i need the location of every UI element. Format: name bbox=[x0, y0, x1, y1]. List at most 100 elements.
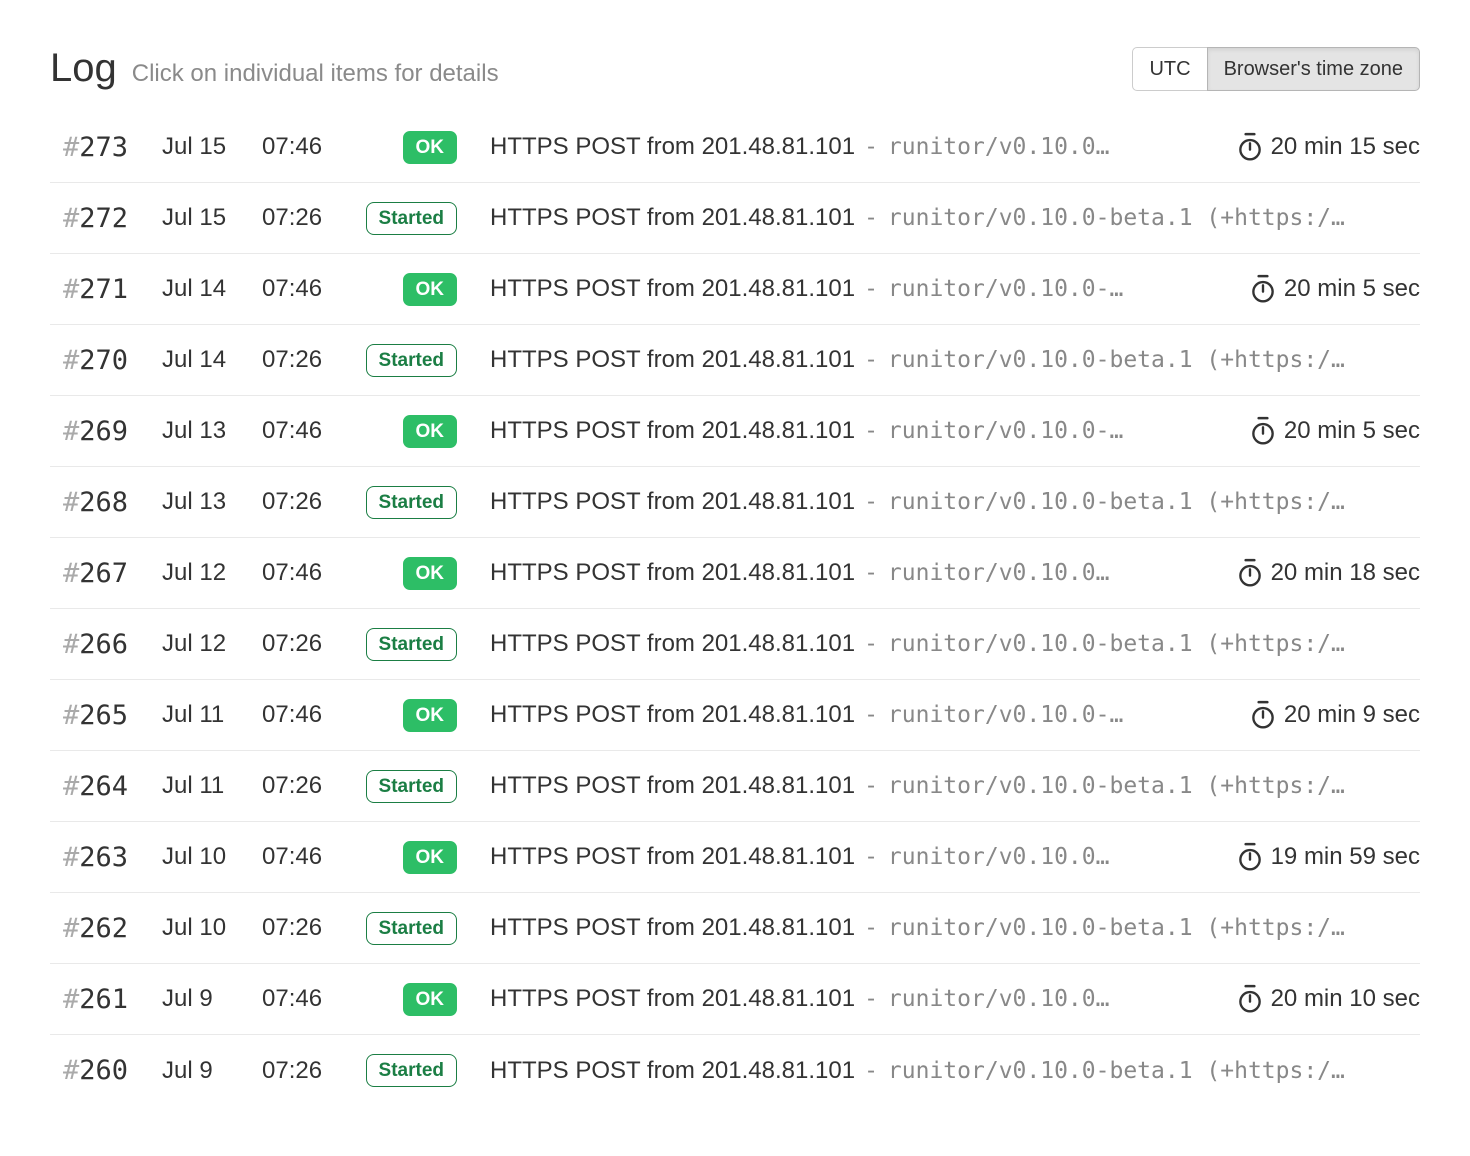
title-block: Log Click on individual items for detail… bbox=[50, 46, 499, 91]
event-time: 07:26 bbox=[262, 772, 323, 799]
event-number: #260 bbox=[50, 1055, 162, 1086]
log-row[interactable]: #261 Jul 9 07:46 OK HTTPS POST from 201.… bbox=[50, 964, 1420, 1035]
event-number-value: 271 bbox=[79, 273, 129, 305]
event-time: 07:46 bbox=[262, 701, 323, 728]
event-date: Jul 12 bbox=[162, 559, 227, 586]
user-agent-text: runitor/v0.10.0-beta.1 (+https:/… bbox=[887, 347, 1345, 373]
duration-cell: 19 min 59 sec bbox=[1237, 842, 1420, 872]
duration-text: 19 min 59 sec bbox=[1270, 843, 1420, 870]
event-description: HTTPS POST from 201.48.81.101- runitor/v0… bbox=[457, 275, 1232, 303]
status-badge: Started bbox=[365, 201, 457, 235]
log-row[interactable]: #268 Jul 13 07:26 Started HTTPS POST fro… bbox=[50, 467, 1420, 538]
event-text: HTTPS POST from 201.48.81.101 bbox=[490, 488, 856, 515]
event-time: 07:26 bbox=[262, 1056, 323, 1084]
hash-prefix: # bbox=[63, 415, 80, 447]
event-text: HTTPS POST from 201.48.81.101 bbox=[490, 275, 856, 302]
user-agent-text: runitor/v0.10.0-… bbox=[887, 418, 1124, 444]
browser-timezone-button[interactable]: Browser's time zone bbox=[1206, 46, 1420, 91]
log-row[interactable]: #264 Jul 11 07:26 Started HTTPS POST fro… bbox=[50, 751, 1420, 822]
event-number: #266 bbox=[50, 629, 162, 660]
user-agent-text: runitor/v0.10.0… bbox=[887, 134, 1110, 160]
event-number: #271 bbox=[50, 274, 162, 305]
user-agent-text: runitor/v0.10.0-beta.1 (+https:/… bbox=[887, 205, 1345, 231]
utc-button[interactable]: UTC bbox=[1132, 46, 1208, 91]
event-text: HTTPS POST from 201.48.81.101 bbox=[490, 985, 856, 1012]
log-row[interactable]: #273 Jul 15 07:46 OK HTTPS POST from 201… bbox=[50, 112, 1420, 183]
description-separator: - bbox=[864, 773, 878, 799]
event-number-value: 267 bbox=[79, 557, 129, 589]
log-row[interactable]: #271 Jul 14 07:46 OK HTTPS POST from 201… bbox=[50, 254, 1420, 325]
duration-cell: 20 min 9 sec bbox=[1250, 700, 1420, 730]
event-time: 07:26 bbox=[262, 914, 323, 941]
hash-prefix: # bbox=[63, 770, 80, 802]
event-description: HTTPS POST from 201.48.81.101- runitor/v0… bbox=[457, 559, 1219, 587]
event-number-value: 273 bbox=[79, 131, 129, 163]
stopwatch-icon bbox=[1238, 842, 1261, 871]
event-number-value: 265 bbox=[79, 699, 129, 731]
event-time: 07:26 bbox=[262, 204, 323, 231]
event-description: HTTPS POST from 201.48.81.101- runitor/v0… bbox=[457, 985, 1219, 1013]
hash-prefix: # bbox=[63, 202, 80, 234]
user-agent-text: runitor/v0.10.0-beta.1 (+https:/… bbox=[887, 1057, 1345, 1084]
event-date: Jul 9 bbox=[162, 1056, 213, 1084]
status-badge-cell: Started bbox=[365, 201, 457, 235]
description-separator: - bbox=[864, 986, 878, 1012]
status-badge: OK bbox=[402, 840, 457, 874]
log-row[interactable]: #267 Jul 12 07:46 OK HTTPS POST from 201… bbox=[50, 538, 1420, 609]
log-row[interactable]: #269 Jul 13 07:46 OK HTTPS POST from 201… bbox=[50, 396, 1420, 467]
description-separator: - bbox=[864, 418, 878, 444]
status-badge-cell: Started bbox=[365, 911, 457, 945]
event-text: HTTPS POST from 201.48.81.101 bbox=[490, 843, 856, 870]
status-badge: Started bbox=[365, 1054, 457, 1087]
event-time: 07:26 bbox=[262, 346, 323, 373]
event-date: Jul 14 bbox=[162, 346, 227, 373]
page-header: Log Click on individual items for detail… bbox=[50, 46, 1420, 91]
status-badge-cell: Started bbox=[365, 627, 457, 661]
event-description: HTTPS POST from 201.48.81.101- runitor/v0… bbox=[457, 488, 1420, 516]
event-date: Jul 14 bbox=[162, 275, 227, 302]
event-date: Jul 15 bbox=[162, 133, 227, 160]
event-description: HTTPS POST from 201.48.81.101- runitor/v0… bbox=[457, 204, 1420, 232]
event-number-value: 261 bbox=[79, 983, 129, 1015]
log-row[interactable]: #270 Jul 14 07:26 Started HTTPS POST fro… bbox=[50, 325, 1420, 396]
event-date: Jul 15 bbox=[162, 204, 227, 231]
hash-prefix: # bbox=[63, 557, 80, 589]
event-number-value: 270 bbox=[79, 344, 129, 376]
status-badge: OK bbox=[402, 698, 457, 732]
event-description: HTTPS POST from 201.48.81.101- runitor/v0… bbox=[457, 346, 1420, 374]
event-number: #264 bbox=[50, 771, 162, 802]
event-number-value: 269 bbox=[79, 415, 129, 447]
event-date: Jul 9 bbox=[162, 985, 213, 1012]
status-badge-cell: OK bbox=[402, 556, 457, 590]
event-number: #273 bbox=[50, 132, 162, 163]
event-time: 07:46 bbox=[262, 985, 323, 1012]
description-separator: - bbox=[864, 702, 878, 728]
event-time: 07:46 bbox=[262, 133, 323, 160]
event-number: #272 bbox=[50, 203, 162, 234]
log-row[interactable]: #272 Jul 15 07:26 Started HTTPS POST fro… bbox=[50, 183, 1420, 254]
event-date: Jul 12 bbox=[162, 630, 227, 657]
event-description: HTTPS POST from 201.48.81.101- runitor/v0… bbox=[457, 1057, 1420, 1085]
description-separator: - bbox=[864, 1057, 878, 1084]
log-row[interactable]: #266 Jul 12 07:26 Started HTTPS POST fro… bbox=[50, 609, 1420, 680]
page-subtitle: Click on individual items for details bbox=[131, 60, 499, 87]
event-number: #268 bbox=[50, 487, 162, 518]
user-agent-text: runitor/v0.10.0-beta.1 (+https:/… bbox=[887, 915, 1345, 941]
description-separator: - bbox=[864, 844, 878, 870]
log-row[interactable]: #265 Jul 11 07:46 OK HTTPS POST from 201… bbox=[50, 680, 1420, 751]
log-row[interactable]: #262 Jul 10 07:26 Started HTTPS POST fro… bbox=[50, 893, 1420, 964]
event-time: 07:26 bbox=[262, 630, 323, 657]
log-row[interactable]: #263 Jul 10 07:46 OK HTTPS POST from 201… bbox=[50, 822, 1420, 893]
event-number: #261 bbox=[50, 984, 162, 1015]
event-description: HTTPS POST from 201.48.81.101- runitor/v0… bbox=[457, 701, 1232, 729]
event-description: HTTPS POST from 201.48.81.101- runitor/v0… bbox=[457, 417, 1232, 445]
log-row[interactable]: #260 Jul 9 07:26 Started HTTPS POST from… bbox=[50, 1035, 1420, 1106]
event-number-value: 262 bbox=[79, 912, 129, 944]
log-table: #273 Jul 15 07:46 OK HTTPS POST from 201… bbox=[50, 112, 1420, 1106]
description-separator: - bbox=[864, 489, 878, 515]
description-separator: - bbox=[864, 631, 878, 657]
status-badge-cell: Started bbox=[365, 343, 457, 377]
hash-prefix: # bbox=[63, 912, 80, 944]
event-text: HTTPS POST from 201.48.81.101 bbox=[490, 559, 856, 586]
event-time: 07:46 bbox=[262, 559, 323, 586]
